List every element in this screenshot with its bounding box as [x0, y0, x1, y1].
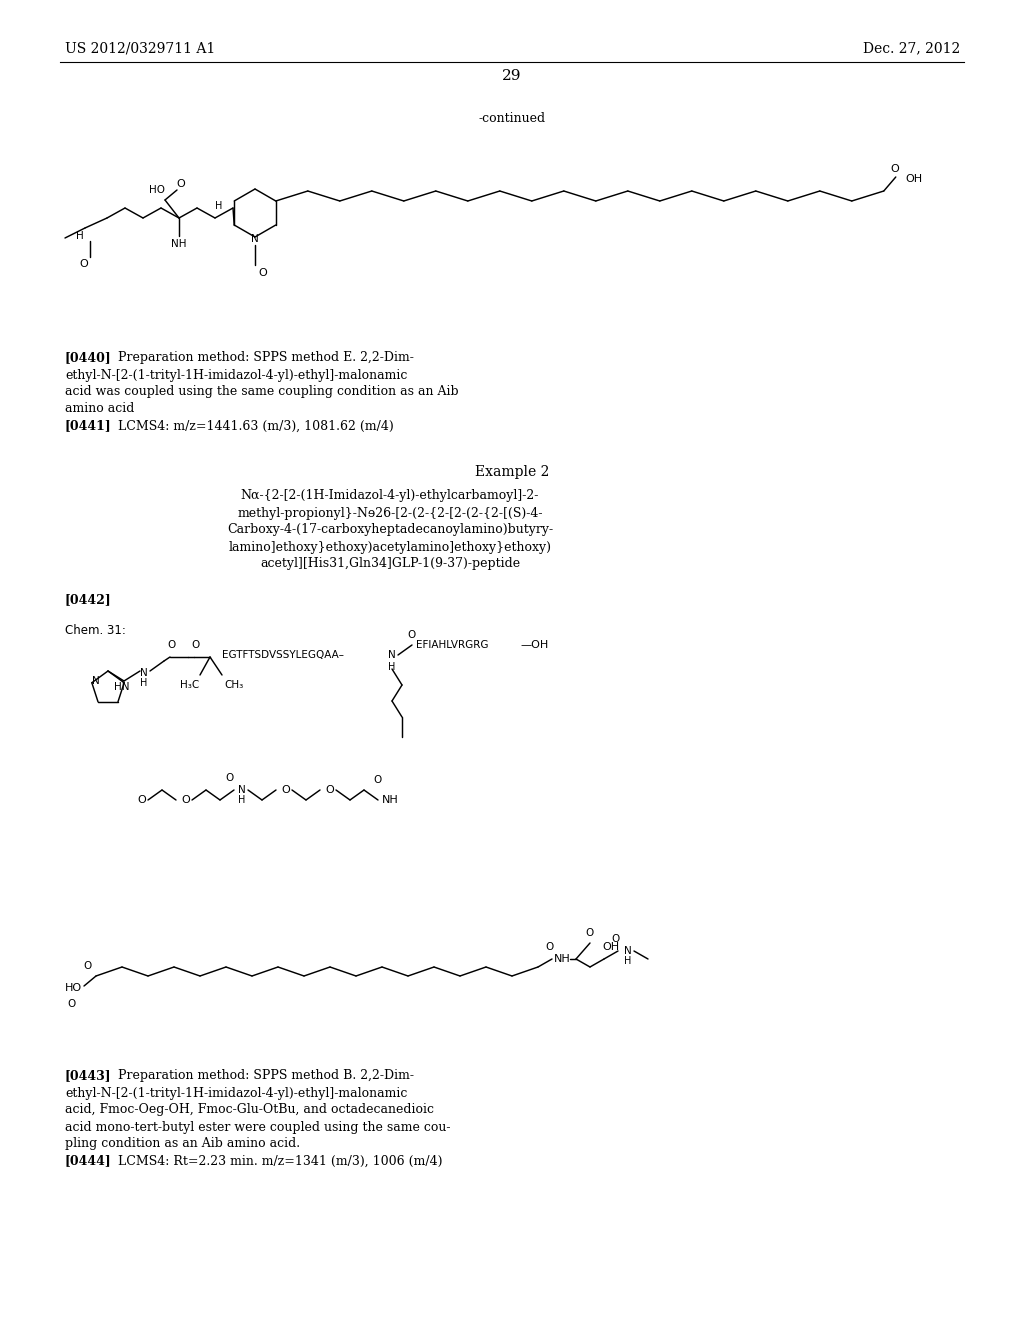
Text: O: O — [282, 785, 291, 795]
Text: Chem. 31:: Chem. 31: — [65, 623, 126, 636]
Text: O: O — [374, 775, 382, 785]
Text: O: O — [891, 164, 899, 174]
Text: H: H — [215, 201, 222, 211]
Text: EFIAHLVRGRG: EFIAHLVRGRG — [416, 640, 488, 649]
Text: O: O — [226, 774, 234, 783]
Text: 29: 29 — [502, 69, 522, 83]
Text: H: H — [140, 678, 147, 688]
Text: NH: NH — [554, 954, 570, 964]
Text: O: O — [259, 268, 267, 279]
Text: O: O — [191, 640, 200, 649]
Text: Example 2: Example 2 — [475, 465, 549, 479]
Text: H: H — [76, 231, 84, 242]
Text: O: O — [408, 630, 416, 640]
Text: O: O — [84, 961, 92, 972]
Text: O: O — [68, 999, 76, 1008]
Text: Nα-{2-[2-(1H-Imidazol-4-yl)-ethylcarbamoyl]-2-: Nα-{2-[2-(1H-Imidazol-4-yl)-ethylcarbamo… — [241, 490, 540, 503]
Text: lamino]ethoxy}ethoxy)acetylamino]ethoxy}ethoxy): lamino]ethoxy}ethoxy)acetylamino]ethoxy}… — [228, 540, 552, 553]
Text: [0442]: [0442] — [65, 594, 112, 606]
Text: CH₃: CH₃ — [224, 680, 244, 690]
Text: Dec. 27, 2012: Dec. 27, 2012 — [863, 41, 961, 55]
Text: HN: HN — [115, 681, 130, 692]
Text: US 2012/0329711 A1: US 2012/0329711 A1 — [65, 41, 215, 55]
Text: LCMS4: m/z=1441.63 (m/3), 1081.62 (m/4): LCMS4: m/z=1441.63 (m/3), 1081.62 (m/4) — [118, 420, 394, 433]
Text: O: O — [168, 640, 176, 649]
Text: N: N — [624, 946, 632, 956]
Text: acid was coupled using the same coupling condition as an Aib: acid was coupled using the same coupling… — [65, 385, 459, 399]
Text: acid mono-tert-butyl ester were coupled using the same cou-: acid mono-tert-butyl ester were coupled … — [65, 1121, 451, 1134]
Text: O: O — [326, 785, 335, 795]
Text: ethyl-N-[2-(1-trityl-1H-imidazol-4-yl)-ethyl]-malonamic: ethyl-N-[2-(1-trityl-1H-imidazol-4-yl)-e… — [65, 1086, 408, 1100]
Text: OH: OH — [906, 174, 923, 183]
Text: ethyl-N-[2-(1-trityl-1H-imidazol-4-yl)-ethyl]-malonamic: ethyl-N-[2-(1-trityl-1H-imidazol-4-yl)-e… — [65, 368, 408, 381]
Text: pling condition as an Aib amino acid.: pling condition as an Aib amino acid. — [65, 1138, 300, 1151]
Text: O: O — [176, 180, 185, 189]
Text: N: N — [92, 676, 99, 686]
Text: acid, Fmoc-Oeg-OH, Fmoc-Glu-OtBu, and octadecanedioic: acid, Fmoc-Oeg-OH, Fmoc-Glu-OtBu, and oc… — [65, 1104, 434, 1117]
Text: [0443]: [0443] — [65, 1069, 112, 1082]
Text: NH: NH — [382, 795, 398, 805]
Text: N: N — [388, 649, 396, 660]
Text: NH: NH — [171, 239, 186, 249]
Text: EGTFTSDVSSYLEGQAA–: EGTFTSDVSSYLEGQAA– — [222, 649, 344, 660]
Text: O: O — [181, 795, 190, 805]
Text: O: O — [612, 935, 621, 944]
Text: -continued: -continued — [478, 111, 546, 124]
Text: HO: HO — [65, 983, 82, 993]
Text: acetyl][His31,Gln34]GLP-1(9-37)-peptide: acetyl][His31,Gln34]GLP-1(9-37)-peptide — [260, 557, 520, 570]
Text: H: H — [388, 663, 395, 672]
Text: Preparation method: SPPS method B. 2,2-Dim-: Preparation method: SPPS method B. 2,2-D… — [118, 1069, 414, 1082]
Text: O: O — [586, 928, 594, 939]
Text: H: H — [625, 956, 632, 966]
Text: —OH: —OH — [520, 640, 548, 649]
Text: methyl-propionyl}-Nɘ26-[2-(2-{2-[2-(2-{2-[(S)-4-: methyl-propionyl}-Nɘ26-[2-(2-{2-[2-(2-{2… — [238, 507, 543, 520]
Text: N: N — [251, 234, 259, 244]
Text: O: O — [137, 795, 146, 805]
Text: Preparation method: SPPS method E. 2,2-Dim-: Preparation method: SPPS method E. 2,2-D… — [118, 351, 414, 364]
Text: LCMS4: Rt=2.23 min. m/z=1341 (m/3), 1006 (m/4): LCMS4: Rt=2.23 min. m/z=1341 (m/3), 1006… — [118, 1155, 442, 1167]
Text: Carboxy-4-(17-carboxyheptadecanoylamino)butyry-: Carboxy-4-(17-carboxyheptadecanoylamino)… — [227, 524, 553, 536]
Text: O: O — [546, 942, 554, 952]
Text: N: N — [239, 785, 246, 795]
Text: [0440]: [0440] — [65, 351, 112, 364]
Text: N: N — [140, 668, 147, 678]
Text: [0444]: [0444] — [65, 1155, 112, 1167]
Text: O: O — [80, 259, 88, 269]
Text: amino acid: amino acid — [65, 403, 134, 416]
Text: [0441]: [0441] — [65, 420, 112, 433]
Text: H: H — [239, 795, 246, 805]
Text: OH: OH — [602, 942, 620, 952]
Text: H₃C: H₃C — [180, 680, 200, 690]
Text: HO: HO — [150, 185, 165, 195]
